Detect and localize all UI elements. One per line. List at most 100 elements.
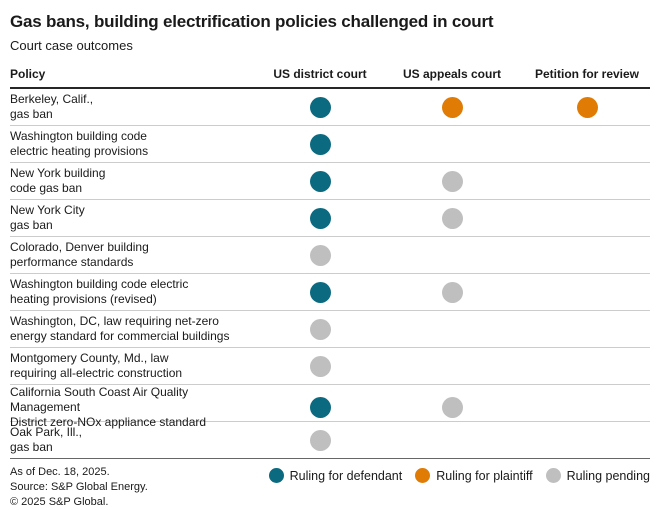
outcome-dot-pending xyxy=(309,318,331,340)
as-of-date: As of Dec. 18, 2025. xyxy=(10,466,110,478)
district-court-cell xyxy=(260,385,380,430)
district-court-cell xyxy=(260,422,380,458)
table-header-row: Policy US district court US appeals cour… xyxy=(10,67,650,89)
policy-label-line: Colorado, Denver building xyxy=(10,240,149,254)
policy-label-line: District zero-NOx appliance standard xyxy=(10,415,207,429)
policy-label-line: gas ban xyxy=(10,218,53,232)
outcome-dot-defendant xyxy=(309,207,331,229)
policy-label: Washington building code electric heating… xyxy=(10,277,260,307)
policy-label-line: Oak Park, Ill., xyxy=(10,425,83,439)
petition-review-cell xyxy=(524,237,650,273)
policy-label: Colorado, Denver building performance sta… xyxy=(10,240,260,270)
policy-label-line: New York City xyxy=(10,203,85,217)
appeals-court-cell xyxy=(380,89,524,125)
legend-dot-plaintiff xyxy=(415,468,431,483)
legend: Ruling for defendant Ruling for plaintiff… xyxy=(268,465,650,483)
column-header-district-court: US district court xyxy=(273,67,367,81)
table-body: Berkeley, Calif., gas ban Washington buil… xyxy=(10,89,650,459)
policy-label-line: electric heating provisions xyxy=(10,144,149,158)
policy-label-line: New York building xyxy=(10,166,106,180)
petition-review-cell xyxy=(524,126,650,162)
table-row: Colorado, Denver building performance sta… xyxy=(10,237,650,274)
appeals-court-cell xyxy=(380,274,524,310)
table-row: New York City gas ban xyxy=(10,200,650,237)
outcome-dot-defendant xyxy=(309,133,331,155)
policy-label: Montgomery County, Md., law requiring all… xyxy=(10,351,260,381)
outcome-dot-pending xyxy=(441,207,463,229)
appeals-court-cell xyxy=(380,237,524,273)
table-row: New York building code gas ban xyxy=(10,163,650,200)
policy-label: Berkeley, Calif., gas ban xyxy=(10,92,260,122)
legend-label: Ruling pending xyxy=(566,468,650,483)
policy-label: California South Coast Air Quality Manag… xyxy=(10,385,260,430)
policy-label-line: performance standards xyxy=(10,255,134,269)
policy-label-line: gas ban xyxy=(10,107,53,121)
outcome-dot-pending xyxy=(441,397,463,418)
outcome-dot-pending xyxy=(441,170,463,192)
table-row: California South Coast Air Quality Manag… xyxy=(10,385,650,429)
district-court-cell xyxy=(260,126,380,162)
outcome-dot-defendant xyxy=(309,96,331,118)
district-court-cell xyxy=(260,200,380,236)
appeals-court-cell xyxy=(380,385,524,430)
policy-label-line: Washington, DC, law requiring net-zero xyxy=(10,314,219,328)
district-court-cell xyxy=(260,348,380,384)
outcome-dot-defendant xyxy=(309,281,331,303)
outcome-dot-pending xyxy=(309,429,331,451)
policy-label: Washington building code electric heating… xyxy=(10,129,260,159)
source-block: As of Dec. 18, 2025. Source: S&P Global … xyxy=(10,465,148,510)
outcome-dot-defendant xyxy=(309,397,331,418)
appeals-court-cell xyxy=(380,200,524,236)
outcome-dot-pending xyxy=(309,355,331,377)
column-header-policy: Policy xyxy=(10,67,46,81)
policy-label-line: energy standard for commercial buildings xyxy=(10,329,230,343)
policy-label: New York building code gas ban xyxy=(10,166,260,196)
appeals-court-cell xyxy=(380,422,524,458)
policy-label-line: code gas ban xyxy=(10,181,83,195)
table-row: Washington building code electric heating… xyxy=(10,126,650,163)
table-row: Oak Park, Ill., gas ban xyxy=(10,422,650,459)
petition-review-cell xyxy=(524,348,650,384)
district-court-cell xyxy=(260,237,380,273)
table-row: Berkeley, Calif., gas ban xyxy=(10,89,650,126)
column-header-petition-review: Petition for review xyxy=(534,67,640,81)
chart-title: Gas bans, building electrification polic… xyxy=(10,12,494,31)
petition-review-cell xyxy=(524,89,650,125)
policy-label-line: heating provisions (revised) xyxy=(10,292,157,306)
policy-label: Oak Park, Ill., gas ban xyxy=(10,425,260,455)
appeals-court-cell xyxy=(380,348,524,384)
district-court-cell xyxy=(260,311,380,347)
outcome-dot-plaintiff xyxy=(441,96,463,118)
footer: As of Dec. 18, 2025. Source: S&P Global … xyxy=(10,465,650,510)
outcome-dot-defendant xyxy=(309,170,331,192)
chart-subtitle: Court case outcomes xyxy=(10,38,133,53)
petition-review-cell xyxy=(524,422,650,458)
district-court-cell xyxy=(260,274,380,310)
district-court-cell xyxy=(260,163,380,199)
policy-label-line: gas ban xyxy=(10,440,53,454)
table-row: Washington building code electric heating… xyxy=(10,274,650,311)
policy-label-line: Berkeley, Calif., xyxy=(10,92,94,106)
appeals-court-cell xyxy=(380,126,524,162)
outcome-dot-pending xyxy=(309,244,331,266)
petition-review-cell xyxy=(524,274,650,310)
legend-item-pending: Ruling pending xyxy=(545,468,650,483)
policy-label: Washington, DC, law requiring net-zero en… xyxy=(10,314,260,344)
petition-review-cell xyxy=(524,311,650,347)
policy-label: New York City gas ban xyxy=(10,203,260,233)
outcome-dot-plaintiff xyxy=(576,96,598,118)
policy-label-line: Washington building code xyxy=(10,129,147,143)
policy-label-line: California South Coast Air Quality Manag… xyxy=(10,385,189,414)
policy-label-line: requiring all-electric construction xyxy=(10,366,183,380)
petition-review-cell xyxy=(524,200,650,236)
policy-label-line: Montgomery County, Md., law xyxy=(10,351,169,365)
legend-label: Ruling for defendant xyxy=(289,468,403,483)
legend-label: Ruling for plaintiff xyxy=(436,468,533,483)
outcome-dot-pending xyxy=(441,281,463,303)
column-header-appeals-court: US appeals court xyxy=(402,67,502,81)
table-row: Montgomery County, Md., law requiring all… xyxy=(10,348,650,385)
district-court-cell xyxy=(260,89,380,125)
legend-item-plaintiff: Ruling for plaintiff xyxy=(415,468,533,483)
policy-label-line: Washington building code electric xyxy=(10,277,189,291)
